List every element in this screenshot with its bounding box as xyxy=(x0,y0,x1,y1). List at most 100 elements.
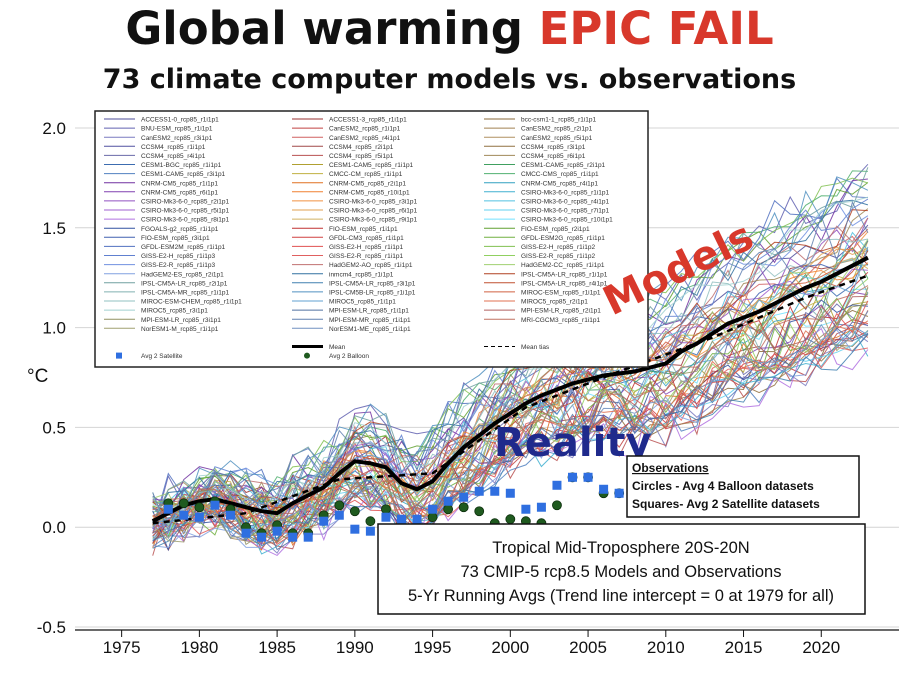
x-tick-label: 1985 xyxy=(258,638,296,657)
balloon-point xyxy=(194,502,205,513)
model-line xyxy=(152,326,869,556)
satellite-point xyxy=(194,512,204,522)
legend-label: Avg 2 Satellite xyxy=(141,353,183,360)
title-emphasis: EPIC FAIL xyxy=(538,2,774,55)
x-tick-label: 2010 xyxy=(647,638,685,657)
legend-label: CanESM2_rcp85_r2i1p1 xyxy=(521,126,593,133)
legend-label: GISS-E2-H_rcp85_r1i1p3 xyxy=(141,253,215,260)
mean-line xyxy=(151,255,869,523)
satellite-point xyxy=(396,514,406,524)
satellite-point xyxy=(241,528,251,538)
balloon-point xyxy=(427,512,438,523)
legend-label: Mean tias xyxy=(521,344,550,351)
satellite-point xyxy=(536,502,546,512)
legend-label: CSIRO-Mk3-6-0_rcp85_r6i1p1 xyxy=(329,208,418,215)
legend-label: GISS-E2-H_rcp85_r1i1p1 xyxy=(329,244,403,251)
legend-label: MIROC5_rcp85_r1i1p1 xyxy=(329,299,396,306)
legend-label: bcc-csm1-1_rcp85_r1i1p1 xyxy=(521,117,597,124)
legend-label: CESM1-CAM5_rcp85_r1i1p1 xyxy=(329,162,414,169)
legend-label: IPSL-CM5A-LR_rcp85_r1i1p1 xyxy=(521,271,608,278)
model-line xyxy=(152,327,869,555)
legend-label: FIO-ESM_rcp85_r2i1p1 xyxy=(521,226,590,233)
y-axis-label: °C xyxy=(27,366,48,387)
legend-label: CSIRO-Mk3-6-0_rcp85_r1i1p1 xyxy=(521,189,610,196)
x-tick-label: 2020 xyxy=(802,638,840,657)
legend-label: CNRM-CM5_rcp85_r6i1p1 xyxy=(141,189,218,196)
mean-dashed-line xyxy=(152,274,869,525)
legend-label: CCSM4_rcp85_r3i1p1 xyxy=(521,144,586,151)
legend-label: GFDL-ESM2G_rcp85_r1i1p1 xyxy=(521,235,605,242)
balloon-point xyxy=(474,506,485,517)
model-line xyxy=(152,246,869,516)
legend-label: GISS-E2-H_rcp85_r1i1p2 xyxy=(521,244,595,251)
legend-label: HadGEM2-AO_rcp85_r1i1p1 xyxy=(329,262,413,269)
model-legend: ACCESS1-0_rcp85_r1i1p1 ACCESS1-3_rcp85_r1… xyxy=(94,110,649,368)
legend-label: CCSM4_rcp85_r4i1p1 xyxy=(141,153,206,160)
x-tick-label: 2005 xyxy=(569,638,607,657)
legend-swatch xyxy=(116,352,122,359)
legend-label: Mean xyxy=(329,344,346,351)
observations-squares: Squares- Avg 2 Satellite datasets xyxy=(632,497,820,511)
model-line xyxy=(152,329,869,554)
satellite-point xyxy=(225,510,235,520)
observations-box xyxy=(626,455,860,518)
satellite-point xyxy=(614,488,624,498)
balloon-point xyxy=(178,498,189,509)
legend-label: MPI-ESM-MR_rcp85_r1i1p1 xyxy=(329,317,411,324)
info-box-line: 73 CMIP-5 rcp8.5 Models and Observations xyxy=(461,563,782,581)
satellite-point xyxy=(210,500,220,510)
satellite-point xyxy=(350,524,360,534)
satellite-point xyxy=(459,492,469,502)
legend-label: CSIRO-Mk3-6-0_rcp85_r4i1p1 xyxy=(521,199,610,206)
title-prefix: Global warming xyxy=(125,2,523,55)
legend-label: CSIRO-Mk3-6-0_rcp85_r9i1p1 xyxy=(329,217,418,224)
legend-label: GISS-E2-R_rcp85_r1i1p1 xyxy=(329,253,403,260)
legend-label: IPSL-CM5A-LR_rcp85_r2i1p1 xyxy=(141,280,228,287)
legend-label: CCSM4_rcp85_r5i1p1 xyxy=(329,153,394,160)
legend-label: CESM1-BGC_rcp85_r1i1p1 xyxy=(141,162,222,169)
balloon-point xyxy=(381,504,391,515)
satellite-point xyxy=(365,526,375,536)
model-line xyxy=(152,333,869,549)
info-box-line: Tropical Mid-Troposphere 20S-20N xyxy=(492,539,749,557)
model-line xyxy=(152,250,869,520)
legend-label: CSIRO-Mk3-6-0_rcp85_r10i1p1 xyxy=(521,217,613,224)
legend-label: NorESM1-M_rcp85_r1i1p1 xyxy=(141,326,219,333)
legend-label: IPSL-CM5A-LR_rcp85_r4i1p1 xyxy=(521,280,608,287)
legend-label: MIROC5_rcp85_r3i1p1 xyxy=(141,308,208,315)
model-line xyxy=(152,295,868,537)
legend-swatch xyxy=(304,352,310,359)
legend-label: IPSL-CM5A-MR_rcp85_r1i1p1 xyxy=(141,290,230,297)
legend-label: HadGEM2-CC_rcp85_r1i1p1 xyxy=(521,262,605,269)
x-tick-label: 1995 xyxy=(414,638,452,657)
satellite-point xyxy=(334,510,344,520)
y-tick-label: 0.5 xyxy=(42,418,66,437)
legend-label: Avg 2 Balloon xyxy=(329,353,369,360)
page-subtitle: 73 climate computer models vs. observati… xyxy=(102,64,797,95)
legend-label: GISS-E2-R_rcp85_r1i1p3 xyxy=(141,262,215,269)
satellite-point xyxy=(272,526,282,536)
reality-annotation: Reality xyxy=(494,420,652,466)
legend-label: CCSM4_rcp85_r1i1p1 xyxy=(141,144,206,151)
legend-label: CanESM2_rcp85_r1i1p1 xyxy=(329,126,401,133)
y-tick-label: -0.5 xyxy=(37,618,66,637)
legend-label: CCSM4_rcp85_r2i1p1 xyxy=(329,144,394,151)
y-tick-label: 1.0 xyxy=(42,319,66,338)
legend-label: CanESM2_rcp85_r3i1p1 xyxy=(141,135,213,142)
x-tick-label: 1990 xyxy=(336,638,374,657)
x-tick-label: 1980 xyxy=(180,638,218,657)
legend-label: CCSM4_rcp85_r6i1p1 xyxy=(521,153,586,160)
legend-label: MPI-ESM-LR_rcp85_r1i1p1 xyxy=(329,308,409,315)
model-line xyxy=(152,329,869,549)
satellite-point xyxy=(303,532,313,542)
satellite-point xyxy=(163,504,173,514)
legend-label: CNRM-CM5_rcp85_r10i1p1 xyxy=(329,189,410,196)
balloon-point xyxy=(505,514,516,525)
legend-label: MPI-ESM-LR_rcp85_r2i1p1 xyxy=(521,308,601,315)
legend-label: GFDL-CM3_rcp85_r1i1p1 xyxy=(329,235,404,242)
legend-label: CESM1-CAM5_rcp85_r3i1p1 xyxy=(141,171,226,178)
legend-label: CSIRO-Mk3-6-0_rcp85_r2i1p1 xyxy=(141,199,230,206)
y-tick-label: 0.0 xyxy=(42,518,66,537)
satellite-point xyxy=(583,472,593,482)
